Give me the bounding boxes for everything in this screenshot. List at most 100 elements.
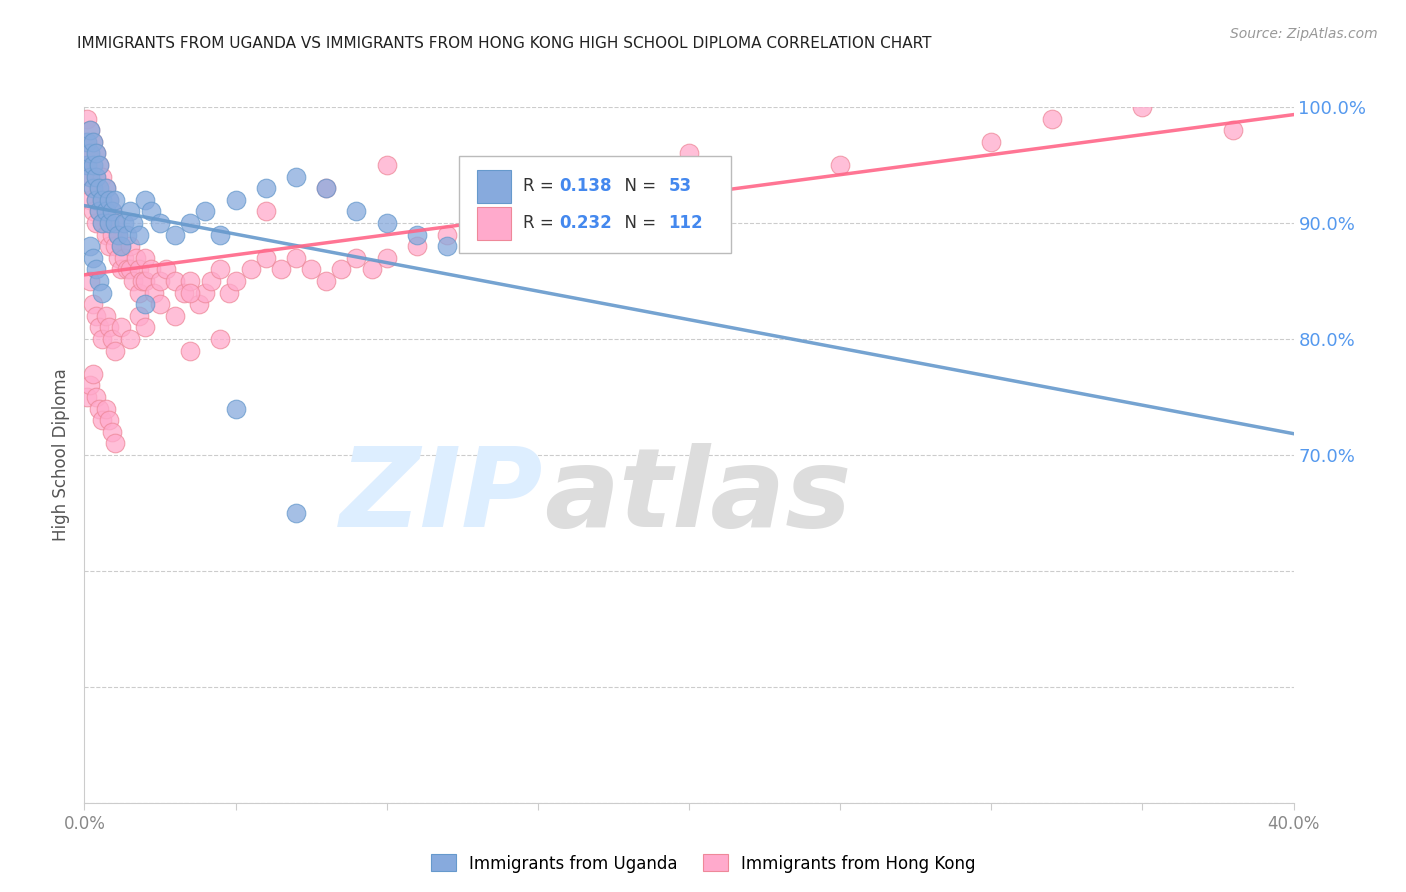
Point <box>94 401 117 416</box>
Point <box>225 401 247 416</box>
Point <box>121 216 143 230</box>
Point <box>254 181 277 195</box>
Text: IMMIGRANTS FROM UGANDA VS IMMIGRANTS FROM HONG KONG HIGH SCHOOL DIPLOMA CORRELAT: IMMIGRANTS FROM UGANDA VS IMMIGRANTS FRO… <box>77 36 932 51</box>
Point <box>79 169 101 184</box>
Point <box>82 297 104 311</box>
Point <box>79 169 101 184</box>
Point <box>104 216 127 230</box>
Text: N =: N = <box>614 214 661 232</box>
Text: Source: ZipAtlas.com: Source: ZipAtlas.com <box>1230 27 1378 41</box>
Point <box>406 239 429 253</box>
Point <box>149 297 172 311</box>
Point <box>134 297 156 311</box>
Point <box>89 158 111 172</box>
Point <box>76 158 98 172</box>
Text: atlas: atlas <box>544 443 851 550</box>
Point <box>179 216 201 230</box>
Point <box>115 227 138 242</box>
Point <box>86 193 108 207</box>
Text: 112: 112 <box>668 214 703 232</box>
Point <box>79 123 101 137</box>
Point <box>86 309 108 323</box>
Point <box>128 309 150 323</box>
Point <box>254 204 277 219</box>
Point <box>89 204 111 219</box>
Point <box>86 169 108 184</box>
Point <box>218 285 240 300</box>
Point <box>118 262 141 277</box>
Point <box>360 262 382 277</box>
Point <box>1222 123 1244 137</box>
Point <box>79 378 101 392</box>
Point <box>104 193 127 207</box>
Point <box>179 285 201 300</box>
Point <box>115 262 138 277</box>
Point <box>94 227 117 242</box>
Point <box>239 262 262 277</box>
Point <box>89 204 111 219</box>
Point <box>225 274 247 288</box>
Point <box>254 251 277 265</box>
Point <box>225 193 247 207</box>
Point <box>82 135 104 149</box>
Point <box>112 251 135 265</box>
Point <box>134 251 156 265</box>
Point <box>97 216 120 230</box>
Point <box>86 146 108 161</box>
Point <box>100 204 122 219</box>
Point <box>76 390 98 404</box>
Text: R =: R = <box>523 177 560 194</box>
Point <box>86 169 108 184</box>
Point <box>89 158 111 172</box>
Point <box>82 181 104 195</box>
Point <box>121 274 143 288</box>
Point <box>94 309 117 323</box>
Point <box>179 343 201 358</box>
Point <box>110 239 132 253</box>
Point <box>104 343 127 358</box>
Point <box>128 285 150 300</box>
Point <box>165 274 187 288</box>
Point <box>82 135 104 149</box>
Point <box>91 216 114 230</box>
Point <box>346 251 368 265</box>
Point <box>128 262 150 277</box>
Text: 0.232: 0.232 <box>560 214 612 232</box>
Point <box>315 181 337 195</box>
Legend: Immigrants from Uganda, Immigrants from Hong Kong: Immigrants from Uganda, Immigrants from … <box>425 847 981 880</box>
Point <box>91 216 114 230</box>
Point <box>830 158 852 172</box>
Point <box>82 158 104 172</box>
Point <box>97 193 120 207</box>
Point <box>82 204 104 219</box>
Point <box>149 274 172 288</box>
Point <box>107 251 129 265</box>
Point <box>131 274 153 288</box>
Point <box>173 285 195 300</box>
Text: ZIP: ZIP <box>340 443 544 550</box>
Point <box>91 285 114 300</box>
Point <box>200 274 222 288</box>
Point <box>134 320 156 334</box>
Point <box>94 181 117 195</box>
Point <box>299 262 322 277</box>
Point <box>188 297 211 311</box>
FancyBboxPatch shape <box>460 156 731 253</box>
Point <box>285 506 308 520</box>
Point <box>406 227 429 242</box>
Point <box>315 274 337 288</box>
Point <box>194 204 217 219</box>
Point <box>142 285 165 300</box>
Point <box>86 262 108 277</box>
Point <box>375 251 398 265</box>
Point <box>89 320 111 334</box>
Point <box>285 169 308 184</box>
Y-axis label: High School Diploma: High School Diploma <box>52 368 70 541</box>
Text: 53: 53 <box>668 177 692 194</box>
Point <box>149 216 172 230</box>
Point <box>91 169 114 184</box>
Point <box>82 158 104 172</box>
Point <box>91 193 114 207</box>
Text: 0.138: 0.138 <box>560 177 612 194</box>
Point <box>678 146 700 161</box>
